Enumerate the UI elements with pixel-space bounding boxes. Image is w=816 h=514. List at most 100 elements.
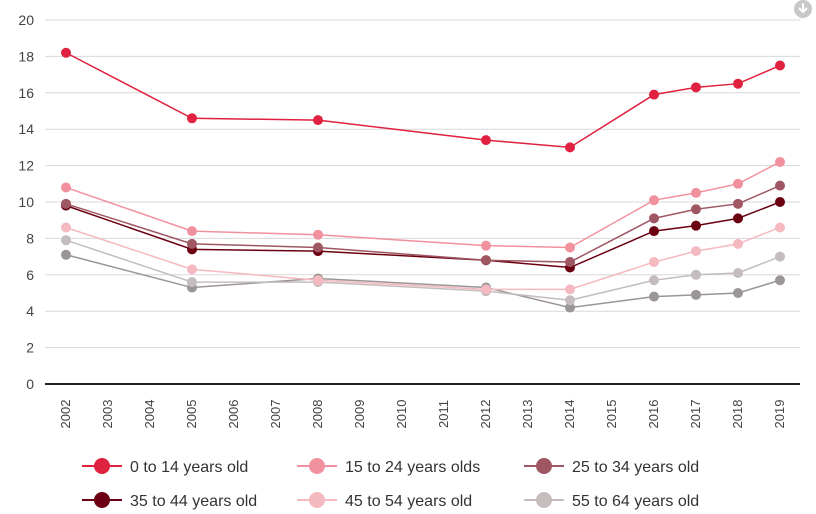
data-point[interactable] [775,222,785,233]
data-point[interactable] [733,198,743,209]
legend-item[interactable]: 55 to 64 years old [524,492,699,510]
y-tick-label: 6 [26,267,34,283]
data-point[interactable] [187,277,197,288]
x-tick-label: 2017 [688,400,703,429]
series-2 [61,180,785,268]
data-point[interactable] [691,220,701,231]
x-axis-ticks: 2002 2003 2004 2005 2006 2007 2008 2009 2010 2011… [58,400,787,429]
data-point[interactable] [481,255,491,266]
series-lines [61,47,785,313]
legend-item[interactable]: 45 to 54 years old [297,492,472,510]
x-tick-label: 2009 [352,400,367,429]
x-tick-label: 2015 [604,400,619,429]
y-tick-label: 18 [18,48,34,64]
data-point[interactable] [733,267,743,278]
data-point[interactable] [691,187,701,198]
data-point[interactable] [691,204,701,215]
data-point[interactable] [733,213,743,224]
series-4 [61,222,785,295]
series-5 [61,235,785,306]
data-point[interactable] [187,238,197,249]
x-tick-label: 2011 [436,400,451,428]
legend-item[interactable]: 35 to 44 years old [82,492,257,510]
data-point[interactable] [565,295,575,306]
data-point[interactable] [187,264,197,275]
data-point[interactable] [733,78,743,89]
data-point[interactable] [187,226,197,237]
data-point[interactable] [61,47,71,58]
y-axis-ticks: 0 2 4 6 8 10 12 14 16 18 20 [18,12,34,392]
legend-label: 55 to 64 years old [572,493,699,510]
legend-swatch-marker [94,492,110,508]
legend-item[interactable]: 25 to 34 years old [524,458,699,476]
data-point[interactable] [691,246,701,257]
data-point[interactable] [775,251,785,262]
data-point[interactable] [649,213,659,224]
legend-item[interactable]: 15 to 24 years olds [297,458,480,476]
y-tick-label: 0 [26,376,34,392]
data-point[interactable] [565,142,575,153]
data-point[interactable] [691,289,701,300]
x-tick-label: 2010 [394,400,409,429]
legend-label: 25 to 34 years old [572,459,699,476]
legend-item[interactable]: 0 to 14 years old [82,458,248,476]
data-point[interactable] [565,242,575,253]
legend-swatch-marker [309,458,325,474]
series-0 [61,47,785,153]
y-tick-label: 20 [18,12,34,28]
x-tick-label: 2012 [478,400,493,429]
legend-label: 0 to 14 years old [130,459,248,476]
x-tick-label: 2008 [310,400,325,429]
data-point[interactable] [565,302,575,313]
data-point[interactable] [691,82,701,93]
series-6 [61,249,785,313]
x-tick-label: 2006 [226,400,241,429]
legend-swatch-marker [536,492,552,508]
data-point[interactable] [187,113,197,124]
legend-swatch-marker [309,492,325,508]
data-point[interactable] [313,275,323,286]
data-point[interactable] [649,291,659,302]
data-point[interactable] [733,178,743,189]
data-point[interactable] [775,197,785,207]
data-point[interactable] [649,257,659,268]
data-point[interactable] [61,222,71,233]
x-tick-label: 2013 [520,400,535,429]
data-point[interactable] [775,60,785,71]
data-point[interactable] [481,240,491,251]
series-1 [61,156,785,253]
gridlines [45,19,800,385]
data-point[interactable] [733,288,743,298]
data-point[interactable] [649,226,659,237]
data-point[interactable] [61,235,71,246]
data-point[interactable] [313,115,323,126]
data-point[interactable] [481,135,491,146]
data-point[interactable] [61,182,71,193]
data-point[interactable] [691,269,701,280]
data-point[interactable] [775,180,785,191]
y-tick-label: 16 [18,85,34,101]
x-tick-label: 2005 [184,400,199,429]
data-point[interactable] [649,195,659,206]
data-point[interactable] [61,249,71,260]
data-point[interactable] [481,284,491,295]
data-point[interactable] [649,275,659,286]
legend-swatch-marker [94,458,110,474]
legend: 0 to 14 years old 15 to 24 years olds 25 t… [82,458,699,510]
data-point[interactable] [61,198,71,209]
series-line [65,226,781,291]
data-point[interactable] [565,257,575,268]
series-line [65,161,781,249]
data-point[interactable] [649,89,659,100]
x-tick-label: 2019 [772,400,787,429]
data-point[interactable] [775,156,785,167]
data-point[interactable] [313,242,323,253]
data-point[interactable] [565,284,575,295]
download-button[interactable] [794,0,812,18]
x-tick-label: 2003 [100,400,115,429]
y-tick-label: 8 [26,230,34,246]
data-point[interactable] [313,229,323,240]
data-point[interactable] [733,238,743,249]
data-point[interactable] [775,275,785,286]
